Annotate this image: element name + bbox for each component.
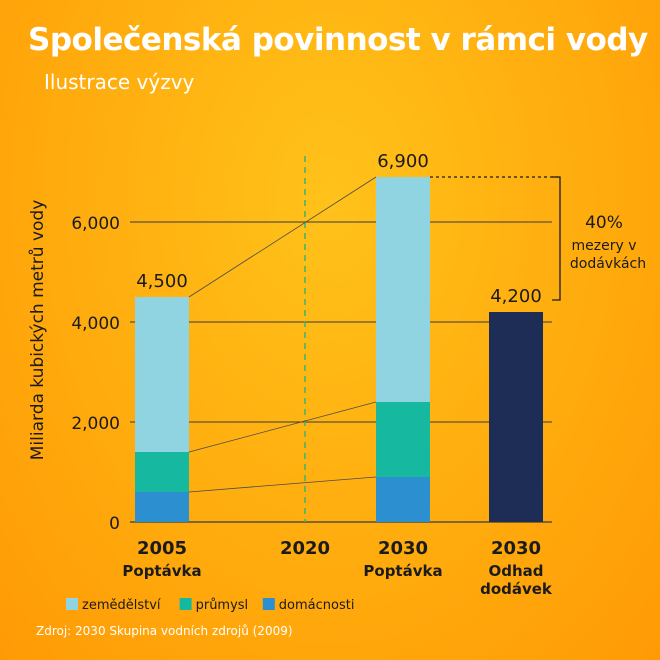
bar-segment-prumysl <box>135 452 189 492</box>
bar-segment-prumysl <box>376 402 430 477</box>
gap-percent: 40% <box>585 213 623 233</box>
x-category-sublabel: Poptávka <box>122 562 201 580</box>
connector-line <box>188 401 377 453</box>
source-note: Zdroj: 2030 Skupina vodních zdrojů (2009… <box>36 624 293 638</box>
y-axis-label: Miliarda kubických metrů vody <box>28 200 48 461</box>
x-category-year: 2020 <box>280 538 330 559</box>
x-category-year: 2030 <box>378 538 428 559</box>
gap-label-line: dodávkách <box>570 256 646 272</box>
bar-segment-supply <box>489 312 543 522</box>
legend-label: průmysl <box>196 598 249 613</box>
y-tick-label: 0 <box>109 514 120 534</box>
connector-line <box>188 176 377 298</box>
total-value-label: 6,900 <box>377 151 429 172</box>
connector-line <box>188 476 377 493</box>
bar-segment-zemedelstvi <box>376 177 430 402</box>
chart-subtitle: Ilustrace výzvy <box>44 70 195 94</box>
bar-segment-zemedelstvi <box>135 297 189 452</box>
legend-swatch <box>262 598 275 610</box>
legend-swatch <box>179 598 192 610</box>
gap-bracket <box>552 176 561 301</box>
x-category-year: 2030 <box>491 538 541 559</box>
bar-segment-domacnosti <box>135 492 189 522</box>
x-category-year: 2005 <box>137 538 187 559</box>
y-tick-label: 6,000 <box>71 214 120 234</box>
y-tick-label: 4,000 <box>71 314 120 334</box>
legend-swatch <box>66 598 78 610</box>
total-value-label: 4,200 <box>490 286 542 307</box>
x-category-sublabel: Odhad <box>488 562 543 580</box>
bar-segment-domacnosti <box>376 477 430 522</box>
legend-label: domácnosti <box>279 598 355 613</box>
x-category-sublabel: Poptávka <box>363 562 442 580</box>
gap-label-line: mezery v <box>572 238 637 254</box>
y-tick-label: 2,000 <box>71 414 120 434</box>
x-category-sublabel: dodávek <box>480 580 553 598</box>
legend-label: zemědělství <box>82 598 161 613</box>
chart-title: Společenská povinnost v rámci vody <box>28 22 648 58</box>
total-value-label: 4,500 <box>136 271 188 292</box>
